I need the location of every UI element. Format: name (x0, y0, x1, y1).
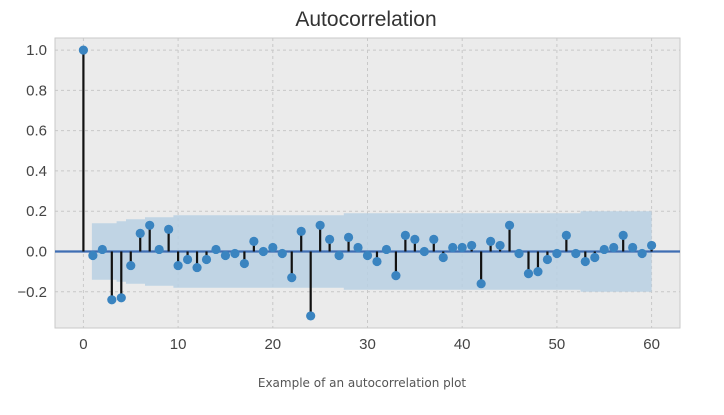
y-tick-label: −0.2 (17, 284, 47, 301)
x-tick-label: 30 (359, 336, 376, 353)
acf-point (552, 248, 562, 259)
acf-point (448, 242, 458, 253)
y-tick-label: 0.4 (26, 163, 47, 180)
acf-point (372, 256, 382, 267)
acf-point (646, 240, 657, 251)
acf-point (400, 230, 410, 240)
acf-point (523, 269, 534, 279)
y-tick-label: 0.2 (26, 203, 47, 220)
x-tick-label: 50 (549, 336, 566, 353)
acf-point (542, 254, 553, 265)
acf-point (353, 242, 363, 253)
acf-point (239, 258, 249, 269)
acf-point (504, 220, 515, 230)
acf-point (296, 226, 306, 236)
acf-point (325, 234, 335, 244)
acf-point (476, 279, 486, 289)
y-axis-ticks: −0.2 0.0 0.2 0.4 0.6 0.8 1.0 (17, 42, 47, 301)
acf-point (438, 252, 448, 263)
y-tick-label: 0.6 (26, 123, 47, 140)
acf-point (306, 311, 316, 321)
chart-title: Autocorrelation (295, 8, 436, 31)
acf-point (334, 250, 344, 261)
x-tick-label: 10 (170, 336, 187, 353)
acf-point (343, 232, 354, 242)
acf-point (618, 230, 628, 240)
acf-point (467, 240, 477, 251)
acf-point (287, 273, 297, 283)
acf-point (419, 246, 429, 257)
acf-point (381, 244, 392, 255)
acf-point (88, 250, 98, 261)
acf-point (486, 236, 496, 247)
acf-point (182, 254, 193, 265)
acf-point (457, 242, 467, 253)
figure-caption: Example of an autocorrelation plot (257, 376, 467, 390)
acf-point (135, 228, 145, 238)
acf-point (599, 244, 609, 255)
y-tick-label: 1.0 (26, 42, 47, 59)
x-tick-label: 60 (643, 336, 660, 353)
acf-point (126, 260, 136, 271)
acf-point (116, 293, 126, 303)
acf-point (637, 248, 647, 259)
acf-point (258, 246, 268, 257)
acf-point (230, 248, 240, 259)
acf-point (590, 252, 600, 263)
acf-point (533, 267, 543, 277)
x-tick-label: 40 (454, 336, 471, 353)
y-tick-label: 0.0 (26, 243, 47, 260)
x-tick-label: 20 (264, 336, 281, 353)
acf-point (609, 242, 619, 253)
acf-point (164, 224, 174, 234)
acf-point (249, 236, 259, 247)
acf-point (268, 242, 278, 253)
x-axis-ticks: 0 10 20 30 40 50 60 (79, 336, 660, 353)
acf-point (628, 242, 638, 253)
acf-point (220, 250, 231, 261)
acf-point (107, 295, 117, 305)
acf-point (561, 230, 571, 240)
acf-point (580, 256, 590, 267)
acf-point (192, 262, 202, 273)
acf-point (211, 244, 221, 255)
acf-point (495, 240, 505, 251)
x-tick-label: 0 (79, 336, 87, 353)
acf-point (362, 250, 373, 261)
acf-point (154, 244, 164, 255)
acf-point (145, 220, 155, 230)
acf-point (571, 248, 581, 259)
acf-point (277, 248, 287, 259)
acf-point (391, 271, 401, 281)
acf-point (315, 220, 325, 230)
acf-point (410, 234, 420, 244)
acf-point (429, 234, 439, 244)
acf-point (97, 244, 107, 255)
acf-point (201, 254, 212, 265)
y-tick-label: 0.8 (26, 82, 47, 99)
markers-layer (78, 45, 657, 321)
acf-point (173, 260, 183, 271)
acf-point (514, 248, 524, 259)
acf-point (78, 45, 89, 55)
